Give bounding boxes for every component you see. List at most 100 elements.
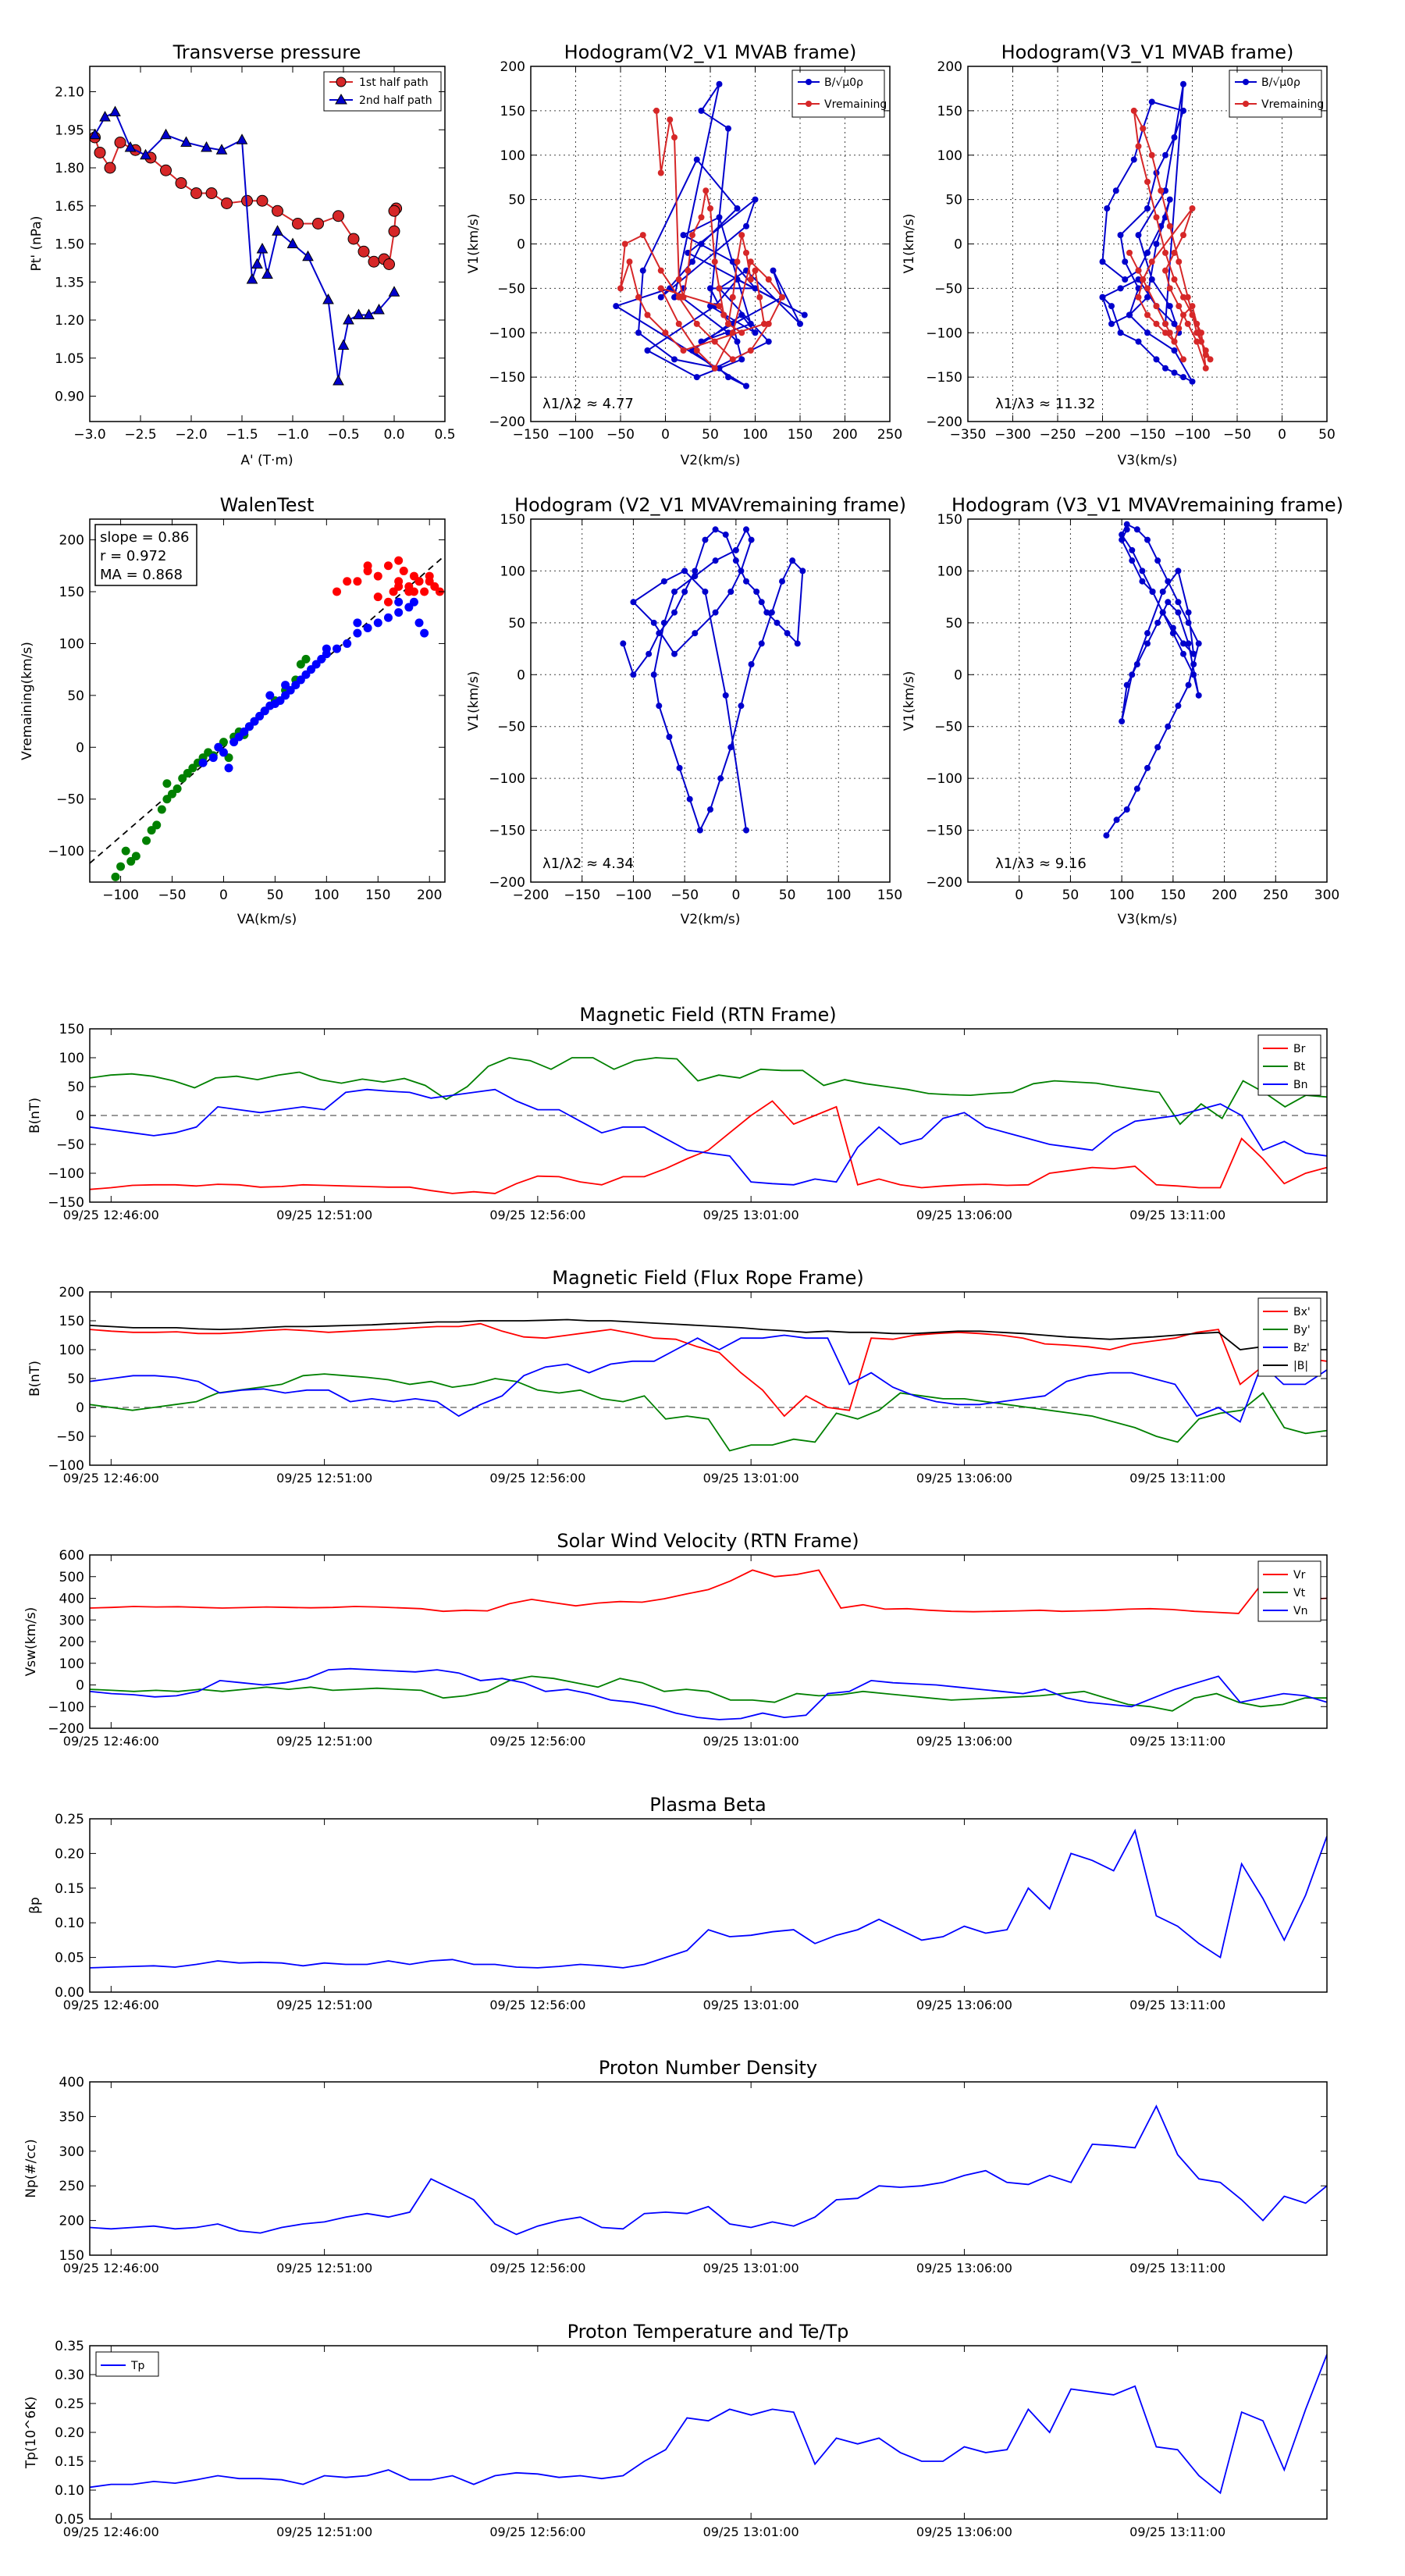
data-point <box>347 233 360 245</box>
data-point <box>794 640 801 647</box>
data-point <box>425 571 434 581</box>
data-point <box>702 589 709 595</box>
data-point <box>256 242 269 254</box>
data-point <box>1180 80 1186 87</box>
data-point <box>1180 650 1186 657</box>
data-point <box>1175 568 1182 575</box>
x-tick-label: 09/25 12:51:00 <box>276 1998 372 2012</box>
x-tick-label: 09/25 12:56:00 <box>489 1471 585 1485</box>
series-line-Vr <box>90 1569 1327 1614</box>
data-point <box>1148 258 1155 265</box>
data-point <box>1122 258 1129 265</box>
x-tick-label: 09/25 13:01:00 <box>703 1734 799 1749</box>
axes-frame <box>89 518 446 883</box>
data-point <box>1144 249 1151 256</box>
data-point <box>752 285 759 292</box>
data-point <box>198 758 208 767</box>
y-tick-label: 150 <box>59 2248 84 2264</box>
y-tick-label: −200 <box>489 875 525 891</box>
axes-frame <box>530 518 891 883</box>
data-point <box>1166 329 1173 336</box>
data-point <box>1148 276 1155 283</box>
data-point <box>693 374 700 381</box>
y-tick-label: 150 <box>59 1022 84 1037</box>
data-point <box>333 644 342 653</box>
series-line-Bz' <box>90 1334 1327 1423</box>
chart-title: Solar Wind Velocity (RTN Frame) <box>557 1530 859 1552</box>
x-tick-label: −50 <box>1223 427 1251 443</box>
y-tick-label: 150 <box>937 104 962 119</box>
data-point <box>1154 619 1161 626</box>
data-point <box>1153 320 1160 327</box>
data-point <box>698 240 705 247</box>
data-point <box>1169 624 1176 632</box>
data-point <box>779 578 785 585</box>
data-point <box>205 187 218 199</box>
data-point <box>1180 311 1186 318</box>
data-point <box>1193 329 1200 336</box>
data-point <box>1175 609 1182 616</box>
data-point <box>779 294 785 301</box>
data-point <box>1139 578 1146 585</box>
data-point <box>281 681 290 690</box>
data-point <box>121 846 130 856</box>
data-point <box>224 763 233 773</box>
y-tick-label: 1.05 <box>55 351 84 367</box>
data-point <box>1123 526 1130 533</box>
data-point <box>801 311 808 318</box>
data-point <box>1135 338 1142 345</box>
data-point <box>1144 205 1151 212</box>
data-point <box>635 329 642 336</box>
x-tick-label: −250 <box>1040 427 1076 443</box>
data-point <box>789 557 796 564</box>
data-point <box>208 753 218 763</box>
data-point <box>1144 294 1151 301</box>
eigenvalue-ratio-annotation: λ1/λ2 ≈ 4.34 <box>542 856 634 872</box>
data-point <box>1165 578 1172 585</box>
data-point <box>753 589 760 595</box>
plot-area <box>90 1057 1327 1194</box>
plot-area <box>531 66 890 422</box>
data-point <box>90 128 101 140</box>
data-point <box>657 267 664 274</box>
data-point <box>1190 661 1197 667</box>
data-point <box>162 779 172 788</box>
x-tick-label: −3.0 <box>73 427 105 443</box>
x-tick-label: 09/25 12:51:00 <box>276 2524 372 2539</box>
data-point <box>1166 285 1173 292</box>
x-tick-label: −50 <box>606 427 635 443</box>
data-point <box>676 764 683 771</box>
y-tick-label: 0 <box>76 1108 84 1124</box>
data-point <box>373 618 382 628</box>
data-point <box>343 313 354 325</box>
data-point <box>1162 329 1168 336</box>
x-tick-label: 09/25 13:06:00 <box>916 2261 1012 2275</box>
legend-label-Bt: Bt <box>1293 1061 1306 1073</box>
data-point <box>644 311 651 318</box>
plot-area <box>90 554 445 881</box>
data-point <box>214 742 223 752</box>
data-point <box>743 382 749 390</box>
x-tick-label: −100 <box>102 888 139 903</box>
series-line-beta <box>90 1828 1327 1969</box>
data-point <box>743 222 749 229</box>
y-tick-label: 0.90 <box>55 390 84 405</box>
data-point <box>693 347 700 354</box>
data-point <box>409 597 418 607</box>
data-point <box>761 320 767 327</box>
y-tick-label: 0.05 <box>55 1951 84 1966</box>
x-tick-label: 0 <box>1015 888 1023 903</box>
data-point <box>675 294 682 301</box>
data-point <box>1119 536 1126 543</box>
legend-marker-1st-half <box>336 76 347 87</box>
data-point <box>124 141 137 152</box>
data-point <box>1154 557 1161 564</box>
x-tick-label: 250 <box>1263 888 1288 903</box>
y-tick-label: −50 <box>56 1429 84 1445</box>
series-line-Tp <box>90 2354 1327 2495</box>
legend-label-By': By' <box>1293 1324 1311 1336</box>
data-point <box>201 141 212 152</box>
data-point <box>650 619 657 626</box>
y-tick-label: −50 <box>56 1137 84 1153</box>
